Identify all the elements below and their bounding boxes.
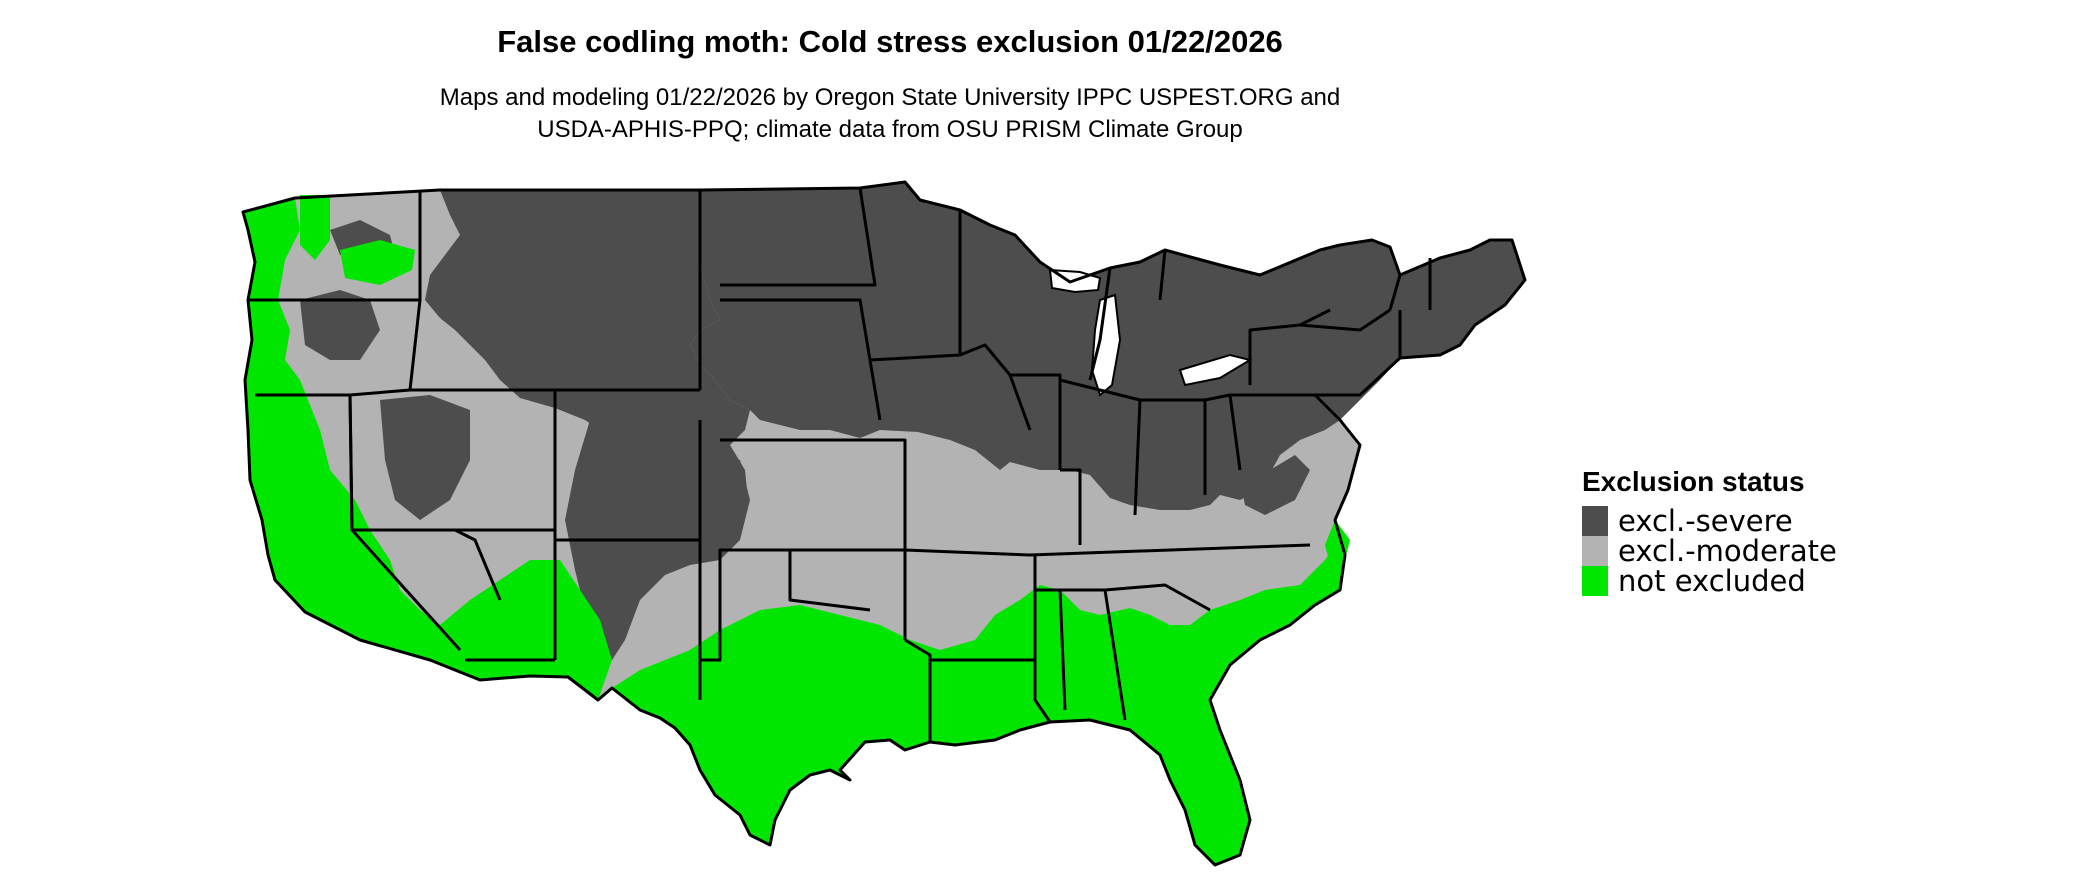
us-exclusion-map <box>241 180 1527 867</box>
legend-title: Exclusion status <box>1582 466 1805 497</box>
legend-swatch-severe <box>1582 506 1608 536</box>
legend-label-not-excluded: not excluded <box>1618 564 1806 598</box>
legend-item-severe: excl.-severe <box>1582 506 1837 536</box>
map-title: False codling moth: Cold stress exclusio… <box>497 24 1283 59</box>
legend-swatch-not-excluded <box>1582 566 1608 596</box>
map-subtitle: Maps and modeling 01/22/2026 by Oregon S… <box>0 82 1780 146</box>
not-excluded-areas <box>243 195 1350 865</box>
legend-item-moderate: excl.-moderate <box>1582 536 1837 566</box>
legend-swatch-moderate <box>1582 536 1608 566</box>
legend-label-moderate: excl.-moderate <box>1618 534 1837 568</box>
legend: Exclusion status excl.-severe excl.-mode… <box>1582 466 1837 596</box>
legend-items: excl.-severe excl.-moderate not excluded <box>1582 506 1837 596</box>
legend-label-severe: excl.-severe <box>1618 504 1793 538</box>
legend-item-not-excluded: not excluded <box>1582 566 1837 596</box>
subtitle-line-2: USDA-APHIS-PPQ; climate data from OSU PR… <box>537 116 1243 143</box>
subtitle-line-1: Maps and modeling 01/22/2026 by Oregon S… <box>439 84 1341 111</box>
state-borders <box>241 180 1527 867</box>
